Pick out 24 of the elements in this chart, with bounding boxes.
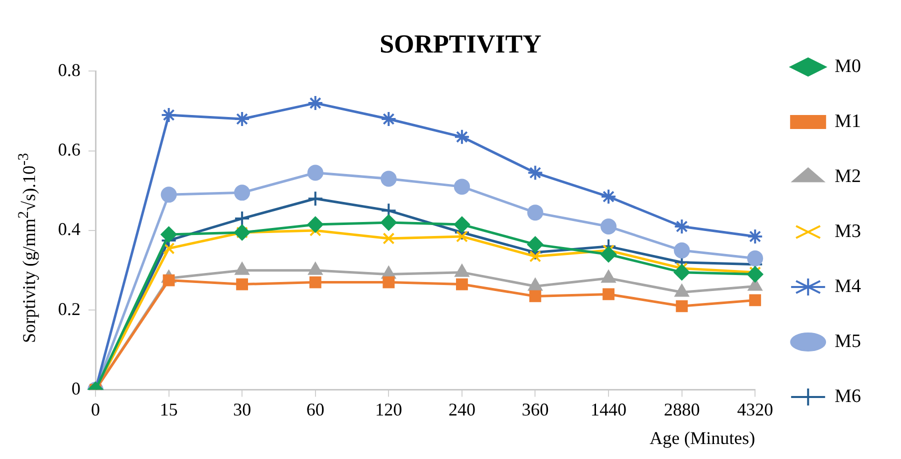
legend-label: M2 [834, 166, 862, 187]
y-tick-label: 0.6 [58, 140, 80, 160]
legend-label: M5 [834, 330, 862, 352]
x-tick-label: 360 [522, 399, 549, 420]
legend-label: M1 [834, 110, 862, 132]
x-axis-title: Age (Minutes) [650, 428, 756, 448]
x-tick-label: 1440 [590, 399, 627, 420]
y-tick-label: 0.2 [58, 298, 80, 319]
chart-title: SORPTIVITY [380, 29, 542, 58]
legend-label: M0 [834, 56, 862, 77]
legend-label: M6 [834, 386, 862, 407]
x-tick-label: 120 [375, 399, 402, 420]
x-tick-label: 30 [233, 399, 252, 420]
x-tick-label: 15 [160, 399, 178, 420]
x-tick-label: 0 [91, 399, 100, 420]
y-tick-label: 0 [72, 378, 80, 399]
x-tick-label: 2880 [664, 399, 700, 420]
y-tick-label: 0.8 [58, 60, 80, 80]
legend-label: M4 [834, 276, 862, 297]
y-tick-label: 0.4 [58, 219, 80, 240]
x-tick-label: 4320 [737, 399, 774, 420]
x-tick-label: 240 [448, 399, 476, 420]
x-tick-label: 60 [306, 399, 324, 420]
legend-label: M3 [834, 220, 862, 242]
